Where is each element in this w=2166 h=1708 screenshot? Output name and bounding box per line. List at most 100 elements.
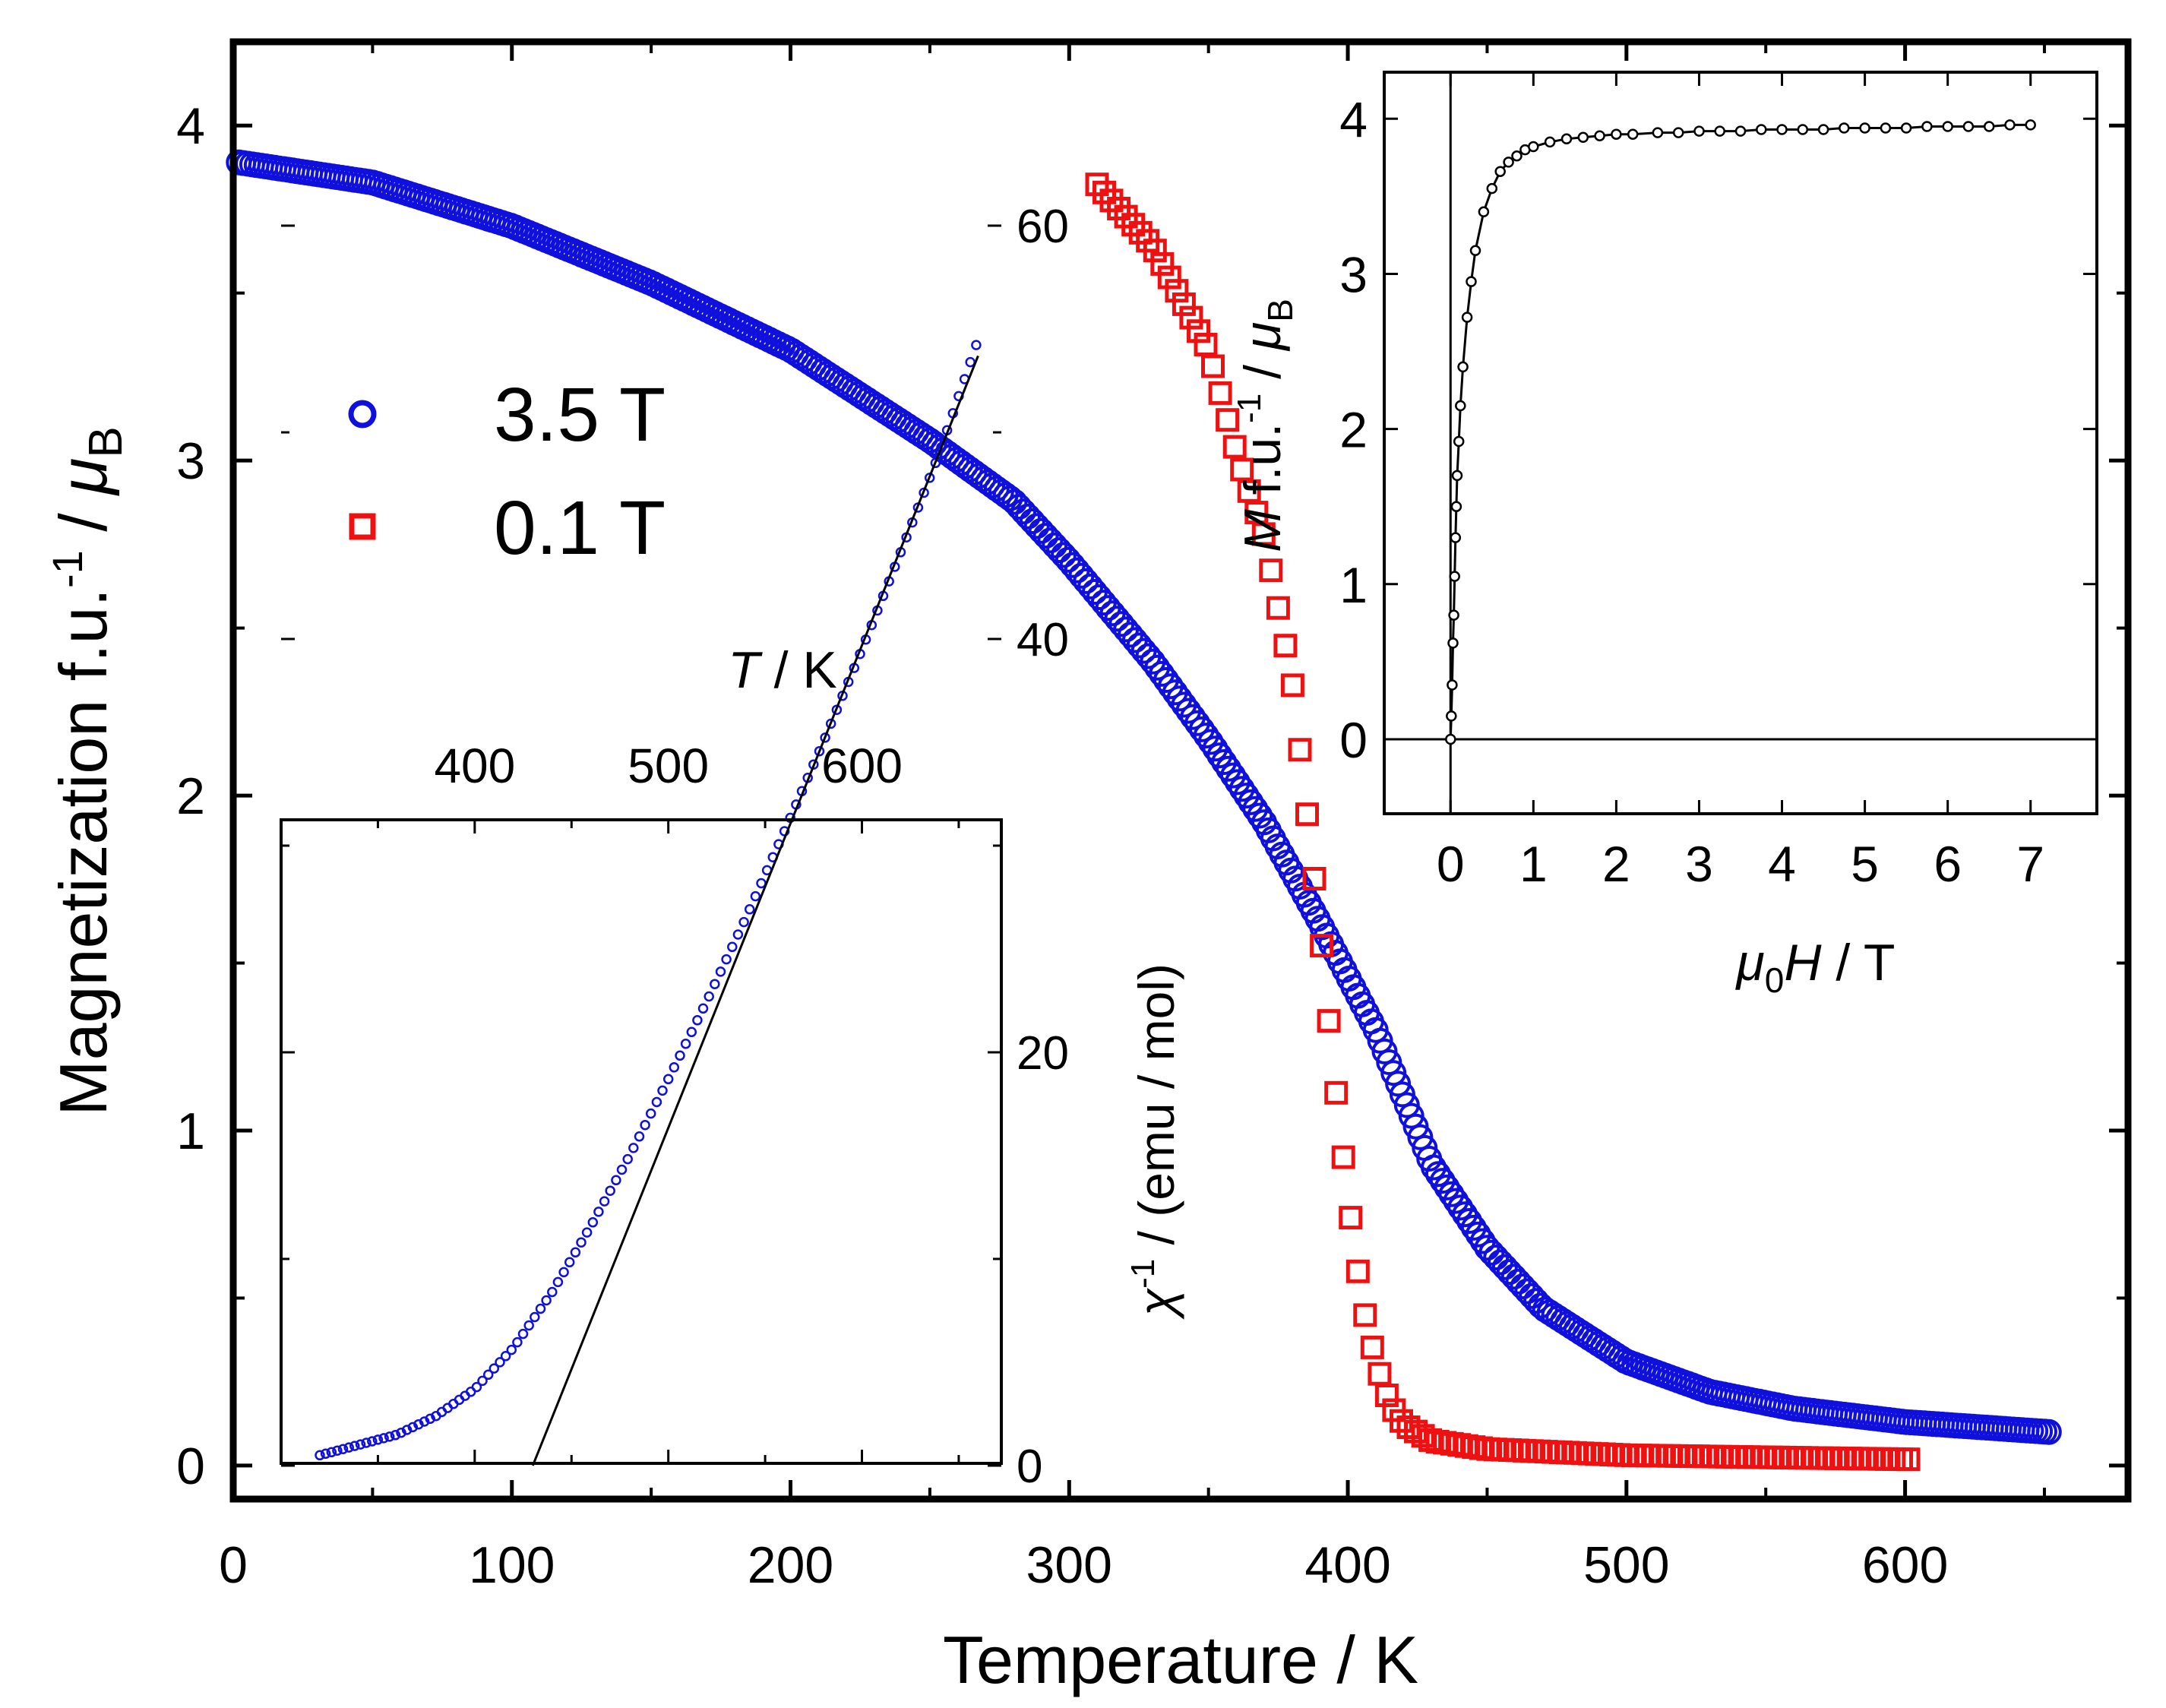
y-tick-label-4: 4 [176, 97, 205, 155]
inset-mh-point-0 [1445, 733, 1456, 745]
inset-mh-point-45 [2004, 119, 2016, 131]
inset-mh-x-tick-label-2: 2 [1602, 836, 1630, 892]
x-tick-label-600: 600 [1862, 1536, 1948, 1594]
inset-mh-y-axis-label: M f.u.-1 / μB [1231, 299, 1300, 552]
inset-mh-point-23 [1560, 133, 1573, 145]
inset-mh-point-2 [1447, 679, 1458, 691]
point-0.1T-25 [1266, 596, 1290, 620]
inset-chi-point-70 [721, 954, 732, 965]
inset-chi-point-38 [535, 1303, 546, 1314]
inset-mh-point-36 [1817, 124, 1829, 135]
inset-chi-point-11 [378, 1433, 389, 1444]
point-0.1T-24 [1259, 558, 1283, 583]
inset-mh-x-axis-label: μ0H / T [1735, 934, 1896, 1000]
main-x-axis-label: Temperature / K [943, 1622, 1418, 1697]
point-0.1T-27 [1280, 673, 1304, 697]
inset-chi-point-74 [744, 904, 755, 915]
inset-chi-point-39 [541, 1295, 552, 1306]
inset-chi-point-37 [530, 1311, 540, 1323]
point-3.5T-221 [1211, 749, 1238, 775]
inset-mh-y-tick-label-0: 0 [1339, 712, 1368, 768]
point-3.5T-271 [1434, 1174, 1460, 1200]
point-0.1T-33 [1324, 1080, 1349, 1105]
point-3.5T-222 [1216, 755, 1242, 782]
point-3.5T-227 [1238, 789, 1264, 815]
main-y-axis-label: Magnetization f.u.-1 / μB [43, 426, 132, 1115]
inset-chi-point-18 [419, 1416, 430, 1427]
right-y-tick-label-40: 40 [1017, 614, 1069, 666]
point-3.5T-273 [1443, 1188, 1469, 1214]
legend-label-0.1T: 0.1 T [494, 486, 666, 571]
main-plot-data [226, 149, 2062, 1472]
inset-chi-point-15 [401, 1425, 413, 1435]
inset-chi-point-64 [686, 1026, 697, 1038]
inset-chi-x-tick-label-400: 400 [434, 739, 515, 793]
inset-mh-point-38 [1859, 122, 1870, 134]
inset-chi-point-86 [814, 745, 825, 757]
inset-chi-point-48 [593, 1207, 604, 1217]
point-3.5T-272 [1438, 1181, 1465, 1207]
point-0.1T-45 [1411, 1424, 1435, 1448]
main-plot-frame [229, 38, 2132, 1503]
inset-chi-point-55 [634, 1131, 645, 1142]
inset-mh-x-tick-label-3: 3 [1685, 836, 1713, 892]
inset-chi-point-107 [936, 442, 947, 453]
inset-chi-point-51 [611, 1175, 621, 1186]
inset-chi-point-5 [343, 1442, 354, 1453]
legend-marker-3.5T [348, 400, 377, 429]
right-y-tick-label-0: 0 [1017, 1441, 1042, 1493]
point-0.1T-37 [1353, 1303, 1377, 1327]
y-tick-label-0: 0 [176, 1438, 205, 1495]
inset-chi-point-53 [622, 1153, 633, 1165]
inset-mh-y-tick-label-3: 3 [1339, 246, 1368, 302]
point-3.5T-278 [1465, 1221, 1491, 1248]
point-0.1T-29 [1295, 802, 1319, 827]
point-0.1T-13 [1179, 305, 1203, 330]
inset-chi-right-axis-label: χ-1 / (emu / mol) [1124, 963, 1184, 1320]
inset-mh-point-21 [1528, 141, 1539, 153]
inset-chi-point-28 [477, 1375, 488, 1387]
inset-chi-point-1 [320, 1448, 331, 1460]
point-0.1T-32 [1317, 1009, 1341, 1033]
point-0.1T-8 [1143, 239, 1167, 263]
point-0.1T-26 [1273, 634, 1298, 658]
point-3.5T-406 [2035, 1419, 2062, 1445]
inset-chi-point-35 [517, 1328, 529, 1340]
inset-chi-point-73 [738, 916, 749, 928]
inset-mh-frame [1383, 71, 2098, 815]
inset-chi-point-29 [482, 1369, 494, 1381]
inset-mh-x-tick-label-0: 0 [1437, 836, 1465, 892]
point-0.1T-30 [1302, 867, 1326, 890]
inset-mh-point-10 [1455, 400, 1466, 412]
inset-chi-point-62 [675, 1050, 685, 1061]
point-0.1T-10 [1157, 265, 1181, 289]
inset-mh-point-1 [1446, 710, 1457, 722]
inset-chi-x-tick-label-600: 600 [821, 739, 903, 793]
point-3.5T-274 [1447, 1194, 1474, 1221]
point-3.5T-217 [1193, 723, 1219, 749]
inset-mh-point-6 [1450, 532, 1462, 543]
inset-mh-x-tick-label-6: 6 [1934, 836, 1962, 892]
inset-chi-point-72 [732, 929, 744, 940]
inset-chi-point-58 [651, 1096, 662, 1108]
inset-mh-point-33 [1756, 124, 1767, 135]
point-0.1T-34 [1331, 1145, 1355, 1169]
point-0.1T-38 [1360, 1335, 1384, 1359]
inset-chi-point-68 [710, 979, 720, 989]
inset-mh-point-22 [1544, 136, 1556, 148]
inset-chi-point-16 [407, 1422, 419, 1433]
point-0.1T-35 [1339, 1206, 1363, 1230]
point-3.5T-219 [1202, 735, 1228, 762]
point-0.1T-14 [1187, 319, 1210, 343]
inset-mh-point-19 [1511, 150, 1523, 162]
x-tick-label-400: 400 [1304, 1536, 1390, 1594]
point-3.5T-226 [1233, 783, 1260, 809]
inset-chi-point-49 [599, 1196, 610, 1207]
inset-mh-point-12 [1461, 312, 1473, 323]
inset-mh-point-16 [1486, 182, 1498, 195]
inset-chi-point-12 [384, 1431, 395, 1442]
inset-chi-point-6 [349, 1441, 360, 1451]
inset-chi-point-75 [750, 890, 761, 902]
inset-mh-point-39 [1880, 122, 1892, 134]
